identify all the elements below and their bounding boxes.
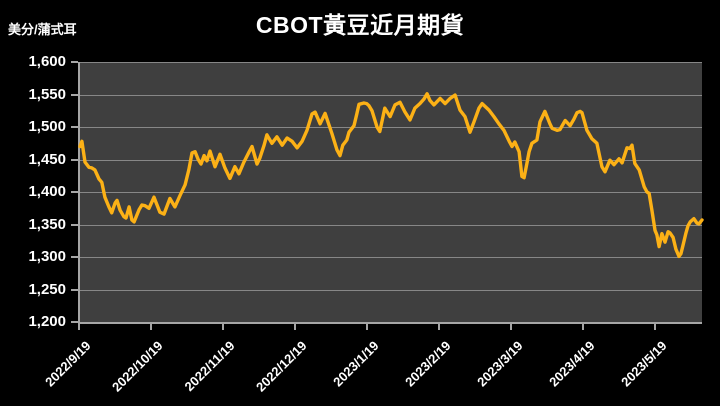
- x-tick-label: 2023/3/19: [474, 338, 526, 390]
- x-tick: [653, 324, 656, 330]
- x-tick-label: 2023/5/19: [618, 338, 670, 390]
- gridline: [80, 94, 702, 96]
- plot-area: [78, 62, 704, 324]
- y-tick-label: 1,600: [28, 53, 66, 70]
- y-tick: [71, 93, 78, 96]
- gridline: [80, 62, 702, 63]
- x-tick: [582, 324, 584, 330]
- gridline: [80, 289, 702, 291]
- gridline: [80, 159, 702, 161]
- y-tick-label: 1,400: [28, 183, 66, 200]
- y-axis-unit-label: 美分/蒲式耳: [8, 22, 77, 37]
- x-tick-label: 2022/9/19: [42, 338, 94, 390]
- y-tick: [71, 288, 78, 291]
- x-tick: [150, 324, 153, 330]
- gridline: [80, 127, 702, 128]
- x-tick: [294, 324, 297, 330]
- price-line-series: [78, 92, 704, 259]
- gridline: [80, 192, 702, 193]
- y-tick-label: 1,450: [28, 150, 66, 168]
- x-tick-label: 2023/4/19: [546, 338, 598, 390]
- y-tick: [71, 126, 78, 128]
- y-tick-label: 1,300: [28, 248, 66, 265]
- y-tick-label: 1,200: [28, 313, 66, 330]
- x-tick: [221, 324, 224, 330]
- x-tick: [509, 324, 512, 330]
- price-line: [78, 92, 704, 259]
- x-tick-label: 2022/11/19: [181, 338, 238, 395]
- x-tick-label: 2022/12/19: [252, 338, 310, 395]
- x-tick: [365, 324, 368, 330]
- y-tick: [71, 223, 78, 226]
- y-tick-label: 1,550: [28, 85, 66, 103]
- x-tick-label: 2022/10/19: [108, 338, 166, 395]
- gridline: [80, 224, 702, 226]
- y-tick-label: 1,250: [28, 280, 66, 298]
- x-tick-label: 2023/1/19: [330, 338, 382, 390]
- y-tick-label: 1,500: [28, 118, 66, 135]
- x-tick: [78, 324, 80, 330]
- y-tick: [71, 256, 78, 258]
- y-tick: [71, 61, 78, 63]
- y-tick: [71, 321, 78, 323]
- gridline: [80, 257, 702, 258]
- y-tick-label: 1,350: [28, 215, 66, 233]
- chart-title: CBOT黃豆近月期貨: [255, 12, 465, 38]
- x-tick: [438, 324, 440, 330]
- y-tick: [71, 191, 78, 193]
- x-tick-label: 2023/2/19: [402, 338, 454, 390]
- y-tick: [71, 158, 78, 161]
